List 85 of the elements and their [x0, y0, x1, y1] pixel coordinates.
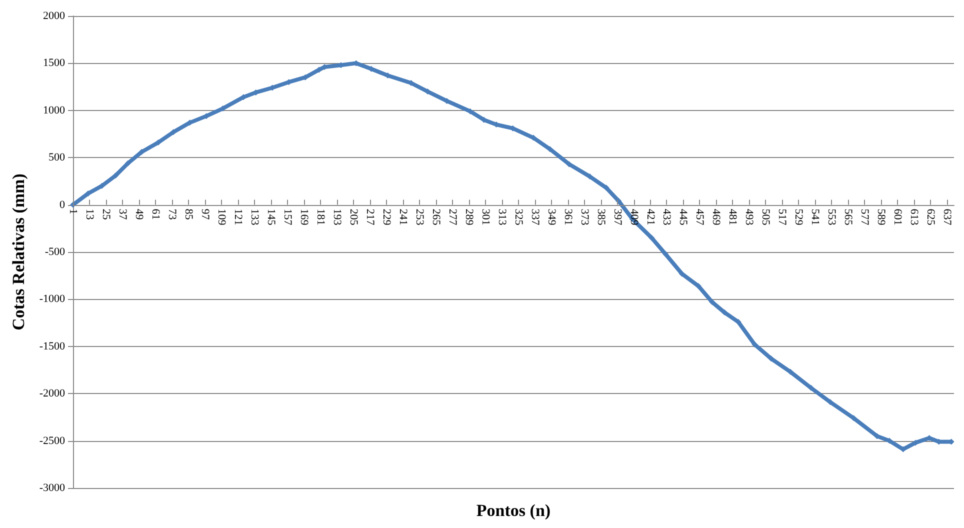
- y-axis-title: Cotas Relativas (mm): [9, 174, 28, 330]
- point: [662, 250, 668, 257]
- point: [112, 172, 119, 179]
- x-tick-label: 49: [132, 208, 145, 220]
- x-tick-label: 133: [248, 208, 260, 226]
- point: [787, 368, 794, 375]
- x-tick-label: 181: [314, 208, 326, 226]
- x-tick-label: 301: [479, 208, 492, 226]
- point: [124, 160, 131, 166]
- y-tick-label: 0: [60, 198, 66, 211]
- point: [678, 270, 685, 277]
- point: [546, 146, 553, 152]
- x-tick-label: 265: [430, 208, 442, 226]
- x-tick-label: 445: [677, 208, 690, 226]
- point: [721, 309, 728, 316]
- y-tick-label: -1000: [39, 293, 66, 306]
- x-tick-label: 229: [380, 208, 392, 226]
- point: [695, 282, 702, 289]
- x-tick-label: 433: [660, 208, 673, 226]
- x-tick-label: 97: [198, 208, 211, 220]
- x-tick-label: 349: [545, 208, 558, 226]
- x-tick-label: 577: [858, 208, 871, 226]
- x-tick-label: 85: [182, 208, 194, 220]
- x-tick-label: 169: [298, 208, 310, 226]
- x-tick-label: 289: [462, 208, 475, 226]
- x-tick-label: 397: [611, 208, 624, 226]
- x-tick-label: 13: [83, 208, 96, 220]
- x-tick-label: 529: [792, 208, 805, 226]
- x-tick-label: 601: [892, 208, 904, 226]
- y-tick-label: 1000: [43, 104, 66, 116]
- point: [735, 318, 742, 325]
- x-tick-label: 193: [330, 208, 343, 226]
- x-tick-label: 493: [743, 208, 756, 226]
- point: [850, 415, 857, 422]
- x-tick-label: 25: [100, 208, 112, 220]
- y-tick-label: -3000: [39, 482, 66, 494]
- x-tick-label: 517: [776, 208, 788, 226]
- x-tick-label: 313: [496, 208, 508, 226]
- point: [768, 356, 774, 362]
- y-tick-label: -500: [44, 246, 66, 258]
- x-tick-label: 373: [578, 208, 590, 226]
- x-tick-label: 541: [809, 208, 822, 226]
- x-tick-label: 421: [644, 208, 656, 226]
- x-tick-label: 337: [528, 208, 541, 226]
- point: [586, 173, 593, 180]
- x-tick-label: 553: [826, 208, 838, 226]
- x-tick-label: 1: [67, 208, 79, 214]
- x-tick-label: 637: [941, 208, 954, 226]
- point: [709, 299, 716, 306]
- point: [155, 139, 162, 146]
- y-tick-label: -1500: [39, 340, 66, 352]
- y-tick-label: -2500: [39, 434, 66, 447]
- point: [808, 384, 814, 391]
- x-tick-label: 457: [694, 208, 706, 226]
- x-tick-label: 61: [149, 208, 162, 220]
- x-tick-label: 37: [116, 208, 128, 220]
- y-tick-label: 1500: [43, 57, 66, 70]
- x-tick-label: 481: [726, 208, 739, 226]
- x-tick-label: 253: [413, 208, 426, 226]
- x-tick-label: 145: [264, 208, 277, 226]
- x-axis-title: Pontos (n): [476, 501, 551, 520]
- x-tick-label: 589: [875, 208, 888, 226]
- x-tick-label: 205: [347, 208, 360, 226]
- y-tick-label: -2000: [39, 388, 66, 400]
- x-tick-label: 613: [908, 208, 920, 226]
- x-tick-label: 361: [562, 208, 574, 226]
- point: [648, 234, 655, 241]
- y-tick-label: 2000: [43, 10, 66, 22]
- point: [752, 342, 758, 348]
- x-tick-label: 625: [924, 208, 937, 226]
- x-tick-label: 409: [628, 208, 640, 226]
- x-tick-label: 217: [364, 208, 376, 226]
- x-tick-label: 325: [512, 208, 524, 226]
- x-tick-label: 565: [842, 208, 854, 226]
- x-tick-label: 385: [594, 208, 607, 226]
- x-tick-label: 277: [446, 208, 458, 226]
- x-tick-label: 157: [281, 208, 294, 226]
- y-tick-label: 500: [48, 152, 66, 164]
- x-tick-label: 241: [396, 208, 409, 226]
- x-tick-label: 505: [760, 208, 772, 226]
- point: [827, 399, 834, 406]
- x-tick-label: 109: [215, 208, 228, 226]
- x-tick-label: 73: [166, 208, 178, 220]
- x-tick-label: 469: [710, 208, 722, 226]
- x-tick-label: 121: [232, 208, 244, 226]
